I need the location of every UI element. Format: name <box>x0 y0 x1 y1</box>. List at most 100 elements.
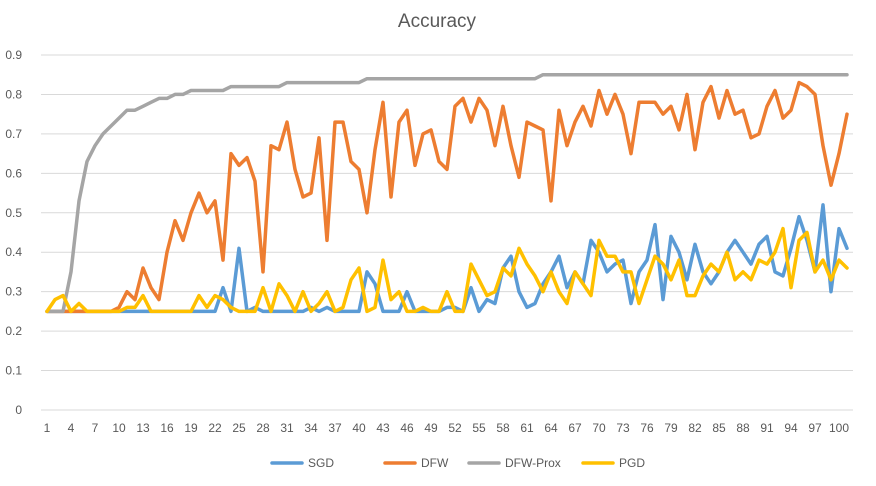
x-tick-label: 37 <box>328 421 342 435</box>
data-point <box>150 310 152 312</box>
data-point <box>406 291 408 293</box>
data-point <box>590 125 592 127</box>
data-point <box>662 113 664 115</box>
data-point <box>502 78 504 80</box>
data-point <box>286 295 288 297</box>
data-point <box>326 291 328 293</box>
data-point <box>646 74 648 76</box>
data-point <box>846 74 848 76</box>
data-point <box>294 82 296 84</box>
data-point <box>398 78 400 80</box>
data-point <box>190 310 192 312</box>
x-tick-label: 82 <box>688 421 702 435</box>
data-point <box>390 299 392 301</box>
series-line <box>45 226 849 314</box>
data-point <box>206 89 208 92</box>
x-tick-label: 91 <box>760 421 774 435</box>
data-point <box>838 153 840 155</box>
data-point <box>182 93 184 95</box>
data-point <box>462 78 464 80</box>
data-point <box>158 310 160 312</box>
y-tick-label: 0.6 <box>5 166 22 180</box>
data-point <box>374 149 376 151</box>
data-point <box>142 105 144 107</box>
data-point <box>486 299 488 301</box>
data-point <box>254 86 256 88</box>
data-point <box>398 121 400 123</box>
data-point <box>222 299 224 301</box>
data-point <box>566 145 568 147</box>
data-point <box>342 82 344 84</box>
data-point <box>206 306 208 308</box>
data-point <box>438 310 440 312</box>
data-point <box>350 279 352 281</box>
data-point <box>702 74 704 76</box>
data-point <box>470 78 472 80</box>
data-point <box>302 310 304 312</box>
data-point <box>78 200 80 202</box>
data-point <box>790 74 792 76</box>
data-point <box>678 74 680 76</box>
data-point <box>558 255 560 257</box>
x-tick-label: 70 <box>592 421 606 435</box>
y-axis-ticks: 0 0.1 0.2 0.3 0.4 0.5 0.6 0.7 0.8 0.9 <box>5 48 22 417</box>
data-point <box>350 160 352 163</box>
x-axis-ticks: 1 4 7 10 13 16 19 22 25 28 31 34 37 40 43 46 49 52 55 58 61 6… <box>44 421 850 435</box>
data-point <box>406 109 408 111</box>
legend-item: DFW-Prox <box>467 456 561 470</box>
data-point <box>598 89 600 92</box>
y-tick-label: 0.8 <box>5 87 22 101</box>
data-point <box>598 74 600 76</box>
data-point <box>430 78 432 80</box>
data-point <box>710 74 712 76</box>
x-tick-label: 97 <box>808 421 822 435</box>
legend-item: SGD <box>270 456 334 470</box>
data-point <box>142 295 144 297</box>
x-tick-label: 10 <box>112 421 126 435</box>
data-point <box>366 310 368 312</box>
data-point <box>574 74 576 76</box>
data-point <box>846 267 848 269</box>
data-point <box>630 271 632 273</box>
data-point <box>382 259 384 261</box>
x-tick-label: 64 <box>544 421 558 435</box>
data-point <box>526 78 528 80</box>
data-point <box>614 93 616 95</box>
data-point <box>334 82 336 84</box>
data-point <box>758 243 760 245</box>
data-point <box>606 255 608 257</box>
data-point <box>686 279 688 281</box>
data-point <box>198 295 200 297</box>
data-point <box>374 78 376 80</box>
data-point <box>510 78 512 80</box>
data-point <box>414 310 416 312</box>
data-point <box>782 275 784 277</box>
data-point <box>422 306 424 308</box>
data-point <box>822 145 824 147</box>
data-point <box>502 267 504 269</box>
data-point <box>214 295 216 297</box>
series-dfw-prox <box>45 72 849 314</box>
data-point <box>454 310 456 312</box>
x-tick-label: 19 <box>184 421 198 435</box>
data-point <box>134 310 136 312</box>
data-point <box>694 74 696 76</box>
y-tick-label: 0.7 <box>5 127 22 141</box>
legend-item: DFW <box>383 456 449 470</box>
data-point <box>518 291 520 293</box>
series-dfw <box>45 80 849 314</box>
data-point <box>822 204 824 206</box>
data-point <box>734 279 736 281</box>
data-point <box>678 129 680 131</box>
data-point <box>686 295 688 297</box>
data-point <box>206 212 208 214</box>
x-tick-label: 40 <box>352 421 366 435</box>
data-point <box>238 86 240 88</box>
data-point <box>262 271 264 273</box>
data-point <box>542 74 544 76</box>
data-point <box>342 306 344 308</box>
data-point <box>726 74 728 76</box>
data-point <box>790 109 792 111</box>
data-point <box>598 239 600 241</box>
